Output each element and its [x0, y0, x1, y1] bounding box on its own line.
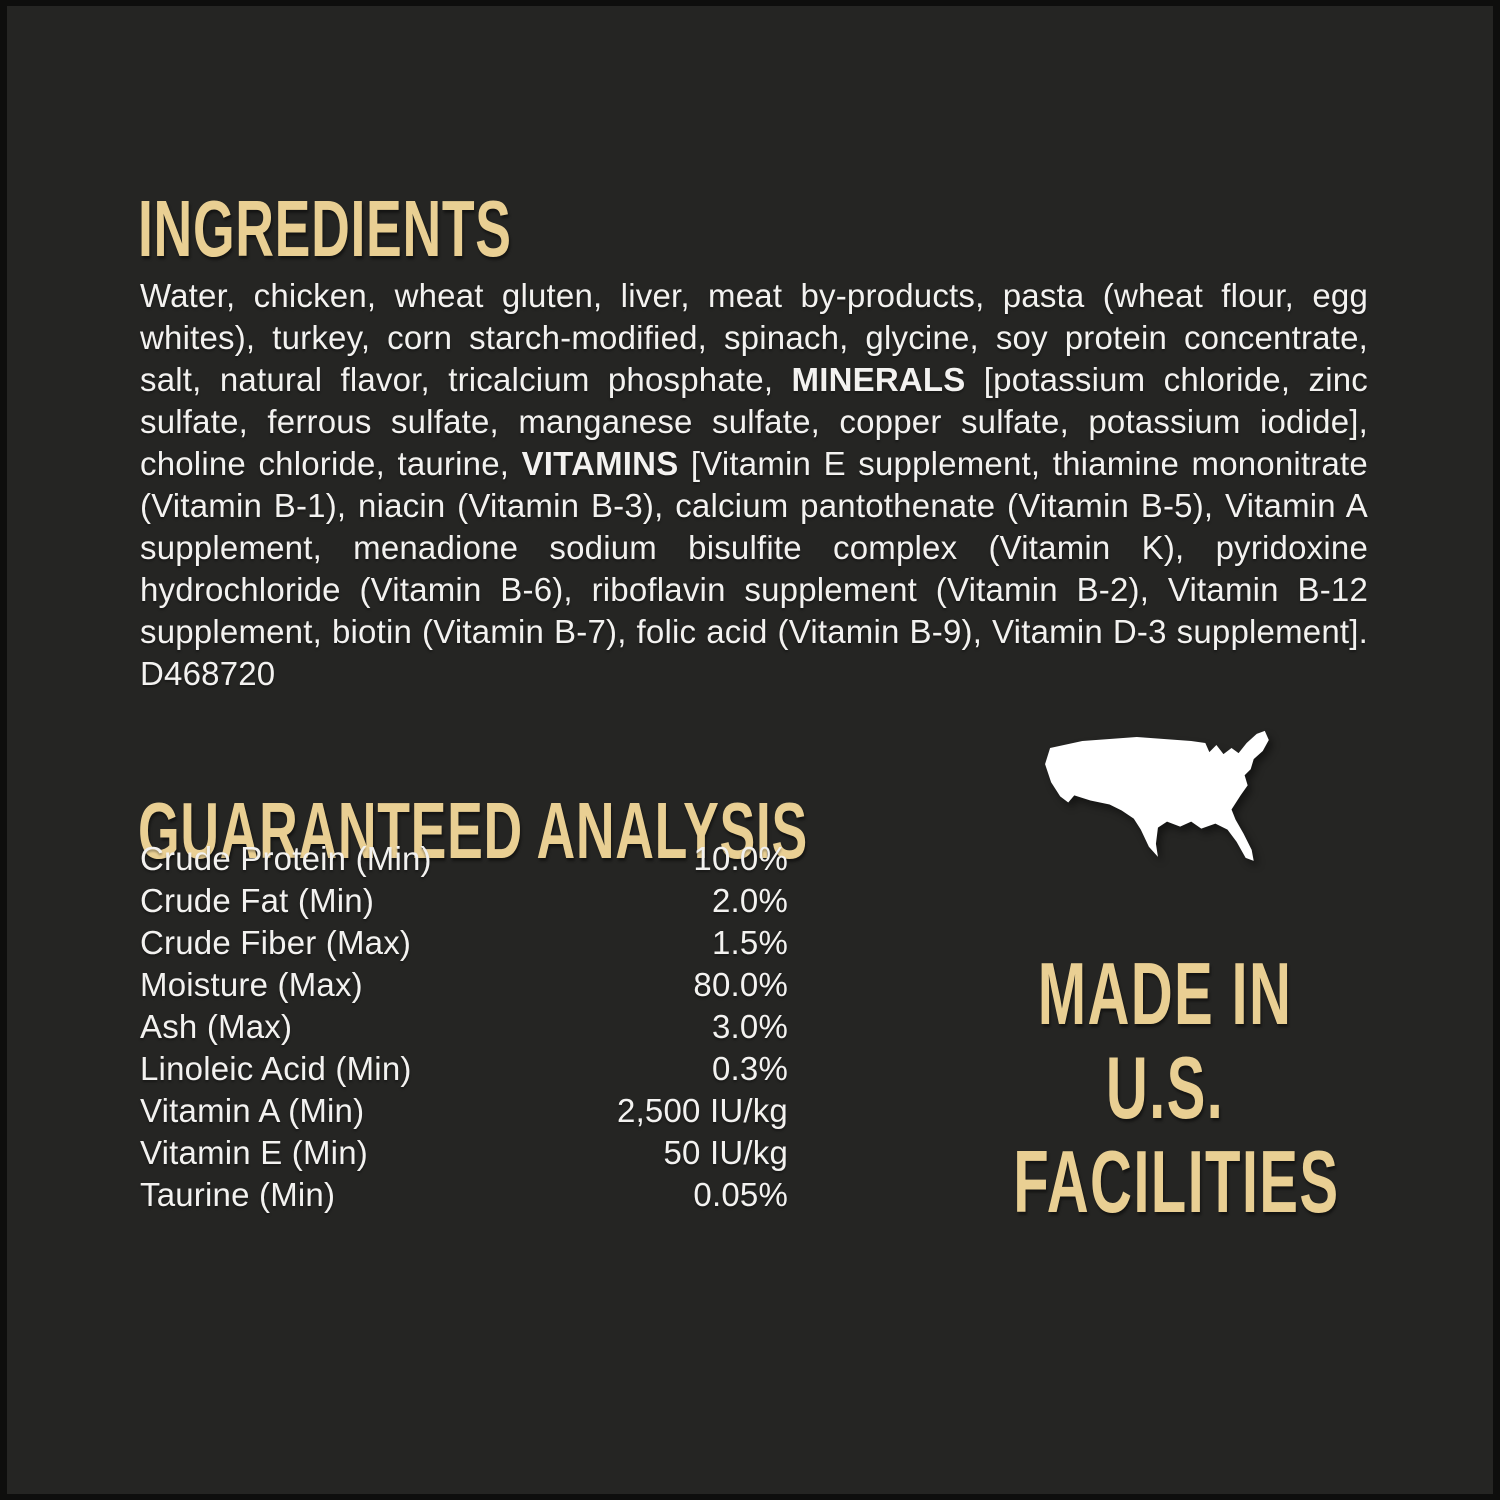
analysis-row: Linoleic Acid (Min) 0.3%	[140, 1048, 788, 1090]
analysis-row-label: Taurine (Min)	[140, 1176, 336, 1213]
analysis-row-label: Moisture (Max)	[140, 966, 363, 1003]
minerals-label: MINERALS	[791, 361, 966, 398]
analysis-row-value: 0.05%	[693, 1176, 788, 1213]
ingredients-heading: INGREDIENTS	[138, 183, 512, 273]
ingredients-paragraph: Water, chicken, wheat gluten, liver, mea…	[140, 275, 1368, 695]
ingredients-text-segment: Water, chicken, wheat gluten, liver, mea…	[140, 277, 1368, 398]
analysis-row-label: Ash (Max)	[140, 1008, 293, 1045]
analysis-row-value: 1.5%	[711, 924, 788, 961]
analysis-row: Crude Fiber (Max) 1.5%	[140, 922, 788, 964]
made-in-us-block: MADE IN U.S. FACILITIES	[935, 947, 1395, 1229]
analysis-row-value: 10.0%	[693, 840, 788, 877]
analysis-row-value: 2.0%	[711, 882, 788, 919]
analysis-row-value: 3.0%	[711, 1008, 788, 1045]
analysis-row: Moisture (Max) 80.0%	[140, 964, 788, 1006]
analysis-row-value: 80.0%	[693, 966, 788, 1003]
guaranteed-analysis-heading: GUARANTEED ANALYSIS	[138, 786, 808, 876]
made-in-line-1: MADE IN	[1037, 944, 1293, 1043]
analysis-row-label: Vitamin E (Min)	[140, 1134, 368, 1171]
analysis-row-value: 50 IU/kg	[663, 1134, 788, 1171]
analysis-row: Crude Fat (Min) 2.0%	[140, 880, 788, 922]
analysis-row-value: 0.3%	[711, 1050, 788, 1087]
ingredients-text-segment: [potassium chloride, zinc sulfate, ferro…	[140, 361, 1368, 482]
analysis-row: Taurine (Min) 0.05%	[140, 1174, 788, 1216]
vitamins-label: VITAMINS	[521, 445, 679, 482]
made-in-line-2: U.S.	[1105, 1038, 1225, 1137]
analysis-row: Ash (Max) 3.0%	[140, 1006, 788, 1048]
ingredients-text-segment: [Vitamin E supplement, thiamine mononitr…	[140, 445, 1368, 692]
analysis-row-value: 2,500 IU/kg	[617, 1092, 788, 1129]
analysis-row-label: Crude Fat (Min)	[140, 882, 375, 919]
analysis-row: Vitamin A (Min) 2,500 IU/kg	[140, 1090, 788, 1132]
made-in-line-3: FACILITIES	[1013, 1132, 1340, 1231]
analysis-row: Vitamin E (Min) 50 IU/kg	[140, 1132, 788, 1174]
analysis-row-label: Crude Protein (Min)	[140, 840, 432, 877]
analysis-row: Crude Protein (Min) 10.0%	[140, 838, 788, 880]
analysis-table: Crude Protein (Min) 10.0% Crude Fat (Min) 2…	[140, 838, 788, 1216]
analysis-row-label: Linoleic Acid (Min)	[140, 1050, 412, 1087]
usa-map-icon	[1045, 730, 1269, 861]
analysis-row-label: Crude Fiber (Max)	[140, 924, 412, 961]
analysis-row-label: Vitamin A (Min)	[140, 1092, 365, 1129]
